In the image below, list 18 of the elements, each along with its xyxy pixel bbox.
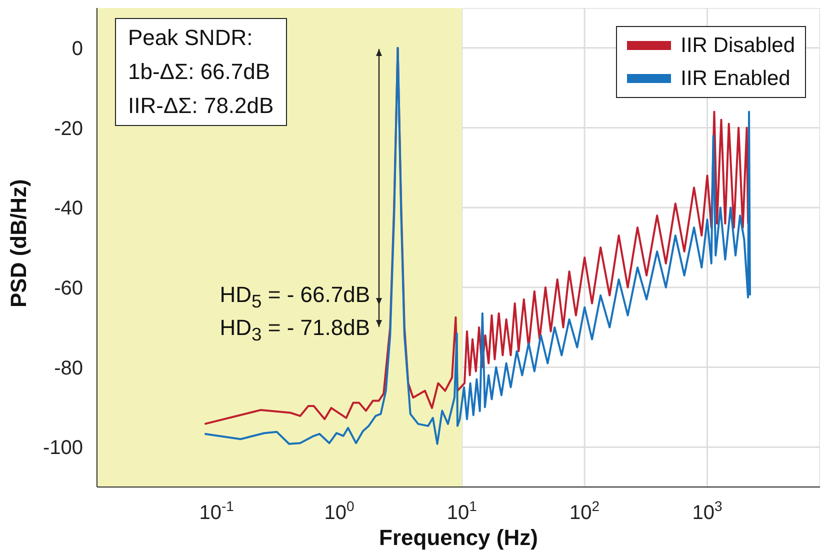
legend-label: IIR Disabled xyxy=(680,33,795,59)
legend-label: IIR Enabled xyxy=(680,66,792,92)
x-tick-label: 10$^{3}$ xyxy=(692,498,722,524)
y-tick-label: -100 xyxy=(42,437,83,460)
x-tick-label: 10$^{-1}$ xyxy=(199,498,234,524)
x-axis-title: Frequency (Hz) xyxy=(379,525,538,550)
y-axis-title: PSD (dB/Hz) xyxy=(6,179,31,308)
y-tick-label: -80 xyxy=(54,357,83,380)
y-tick-label: 0 xyxy=(72,38,83,60)
annotation: HD$_{3}$ = - 71.8dB xyxy=(220,314,370,346)
x-tick-label: 10$^{2}$ xyxy=(570,498,600,524)
y-tick-label: -40 xyxy=(54,198,83,220)
x-tick-label: 10$^{0}$ xyxy=(324,498,354,524)
x-tick-label: 10$^{1}$ xyxy=(446,498,478,524)
annotation: Peak SNDR: 1b-ΔΣ: 66.7dB IIR-ΔΣ: 78.2dB xyxy=(115,18,287,126)
annotation: HD$_{5}$ = - 66.7dB xyxy=(220,281,370,314)
y-tick-label: -60 xyxy=(54,277,83,300)
y-tick-label: -20 xyxy=(54,118,83,140)
